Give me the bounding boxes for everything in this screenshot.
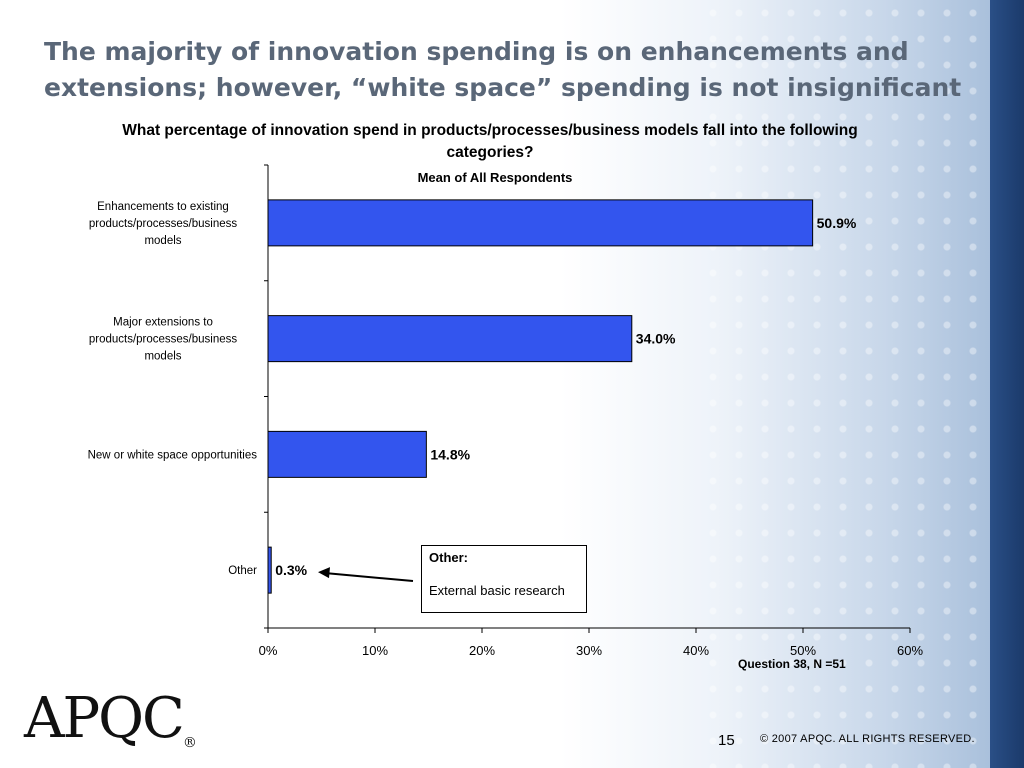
- category-label: Major extensions to: [113, 317, 213, 329]
- category-label: models: [144, 351, 181, 363]
- callout-arrow-line: [325, 572, 414, 582]
- data-label: 50.9%: [817, 215, 857, 231]
- callout-body: External basic research: [429, 583, 565, 598]
- x-tick-label: 0%: [259, 643, 278, 658]
- copyright-notice: © 2007 APQC. ALL RIGHTS RESERVED.: [760, 733, 975, 745]
- callout-title: Other:: [429, 550, 468, 565]
- bar: [267, 430, 427, 478]
- x-tick-label: 60%: [897, 643, 923, 658]
- data-label: 0.3%: [275, 562, 307, 578]
- x-tick-label: 40%: [683, 643, 709, 658]
- category-label: Enhancements to existing: [97, 201, 229, 213]
- other-callout-box: Other: External basic research: [421, 545, 587, 613]
- category-label: Other: [228, 565, 257, 577]
- page-number: 15: [718, 732, 735, 749]
- slide-title: The majority of innovation spending is o…: [44, 37, 962, 102]
- chart-subtitle: Mean of All Respondents: [417, 170, 573, 185]
- x-tick-label: 10%: [362, 643, 388, 658]
- bar: [267, 199, 814, 247]
- category-label: products/processes/business: [89, 218, 238, 230]
- x-tick-label: 30%: [576, 643, 602, 658]
- category-label: models: [144, 235, 181, 247]
- data-label: 34.0%: [636, 331, 676, 347]
- x-tick-label: 20%: [469, 643, 495, 658]
- bar: [267, 315, 633, 363]
- background-dot-pattern: [700, 0, 990, 768]
- background-gradient: [560, 0, 1024, 768]
- category-label: products/processes/business: [89, 334, 238, 346]
- logo-text: APQC: [24, 686, 185, 751]
- data-label: 14.8%: [430, 446, 470, 462]
- apqc-logo: APQC®: [24, 686, 197, 751]
- chart-title: What percentage of innovation spend in p…: [122, 122, 858, 161]
- question-note: Question 38, N =51: [738, 657, 846, 671]
- x-tick-label: 50%: [790, 643, 816, 658]
- category-label: New or white space opportunities: [88, 449, 258, 461]
- bar: [267, 546, 272, 594]
- right-accent-band: [990, 0, 1024, 768]
- registered-mark: ®: [182, 735, 197, 751]
- callout-arrow-head: [318, 567, 330, 579]
